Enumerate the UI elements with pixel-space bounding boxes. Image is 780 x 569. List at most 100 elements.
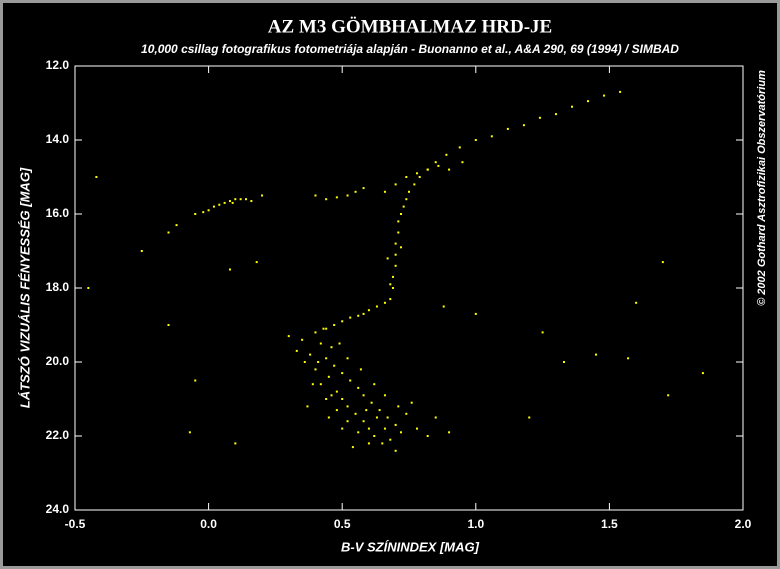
star-point: [140, 250, 143, 252]
star-point: [359, 368, 362, 371]
star-point: [389, 438, 392, 441]
star-point: [667, 394, 670, 397]
star-point: [397, 231, 400, 234]
star-point: [365, 409, 368, 412]
star-point: [194, 379, 197, 382]
star-point: [234, 442, 237, 445]
star-point: [207, 209, 210, 212]
star-point: [562, 361, 565, 363]
star-point: [330, 394, 333, 397]
star-point: [311, 383, 314, 386]
star-point: [397, 220, 400, 223]
star-point: [635, 301, 638, 304]
star-point: [394, 253, 397, 256]
star-point: [218, 203, 221, 206]
star-point: [386, 416, 389, 419]
star-point: [383, 394, 386, 397]
star-point: [351, 446, 354, 449]
star-point: [394, 183, 397, 186]
star-point: [333, 324, 336, 326]
star-point: [175, 224, 178, 227]
star-point: [399, 246, 402, 249]
star-point: [194, 213, 197, 215]
y-tick-label: 18.0: [46, 280, 70, 294]
x-tick-label: 1.0: [467, 517, 484, 531]
star-point: [391, 275, 394, 278]
star-point: [346, 405, 349, 408]
star-point: [442, 305, 445, 308]
star-point: [474, 139, 477, 141]
star-point: [416, 427, 419, 430]
star-point: [570, 105, 573, 108]
star-point: [346, 357, 349, 360]
star-point: [234, 198, 237, 201]
star-point: [362, 187, 365, 190]
star-point: [167, 231, 170, 234]
star-point: [357, 431, 360, 434]
x-tick-label: 0.0: [200, 517, 217, 531]
x-axis-label: B-V SZÍNINDEX [MAG]: [341, 539, 480, 554]
star-point: [389, 283, 392, 286]
star-point: [383, 427, 386, 430]
star-point: [325, 327, 328, 330]
star-point: [362, 312, 365, 315]
star-point: [255, 261, 258, 264]
star-point: [413, 183, 416, 186]
star-point: [367, 309, 370, 312]
star-point: [314, 194, 317, 197]
y-tick-label: 12.0: [46, 58, 70, 72]
star-point: [405, 198, 408, 201]
star-point: [405, 176, 408, 178]
y-axis-label: LÁTSZÓ VIZUÁLIS FÉNYESSÉG [MAG]: [17, 167, 32, 408]
star-point: [402, 205, 405, 208]
star-point: [250, 200, 253, 203]
x-tick-label: 0.5: [334, 517, 351, 531]
star-point: [357, 386, 360, 389]
star-point: [661, 261, 664, 264]
star-point: [458, 146, 461, 149]
star-point: [228, 200, 231, 203]
star-point: [394, 449, 397, 452]
star-point: [399, 213, 402, 215]
star-point: [367, 442, 370, 445]
x-tick-label: -0.5: [65, 517, 86, 531]
star-point: [95, 176, 98, 178]
star-point: [378, 409, 381, 412]
star-point: [587, 100, 590, 103]
star-point: [327, 416, 330, 419]
star-point: [405, 412, 408, 415]
star-point: [346, 420, 349, 423]
star-point: [383, 301, 386, 304]
star-point: [434, 416, 437, 419]
x-tick-label: 2.0: [735, 517, 752, 531]
star-point: [416, 172, 419, 175]
star-point: [554, 113, 557, 116]
star-point: [357, 314, 360, 317]
star-point: [202, 211, 205, 214]
chart-subtitle: 10,000 csillag fotografikus fotometriája…: [141, 42, 679, 56]
star-point: [367, 427, 370, 430]
star-point: [317, 361, 320, 363]
points: [87, 90, 704, 452]
star-point: [354, 412, 357, 415]
star-point: [314, 331, 317, 334]
star-point: [349, 316, 352, 319]
star-point: [322, 327, 325, 330]
star-point: [319, 383, 322, 386]
y-tick-label: 14.0: [46, 132, 70, 146]
star-point: [306, 405, 309, 408]
star-point: [506, 127, 509, 130]
star-point: [239, 198, 242, 201]
star-point: [325, 357, 328, 360]
star-point: [375, 416, 378, 419]
star-point: [341, 398, 344, 400]
star-point: [383, 190, 386, 193]
star-point: [528, 416, 531, 419]
star-point: [373, 435, 376, 437]
star-point: [434, 161, 437, 164]
star-point: [341, 427, 344, 430]
star-point: [341, 372, 344, 375]
star-point: [408, 190, 410, 193]
star-point: [167, 324, 170, 326]
